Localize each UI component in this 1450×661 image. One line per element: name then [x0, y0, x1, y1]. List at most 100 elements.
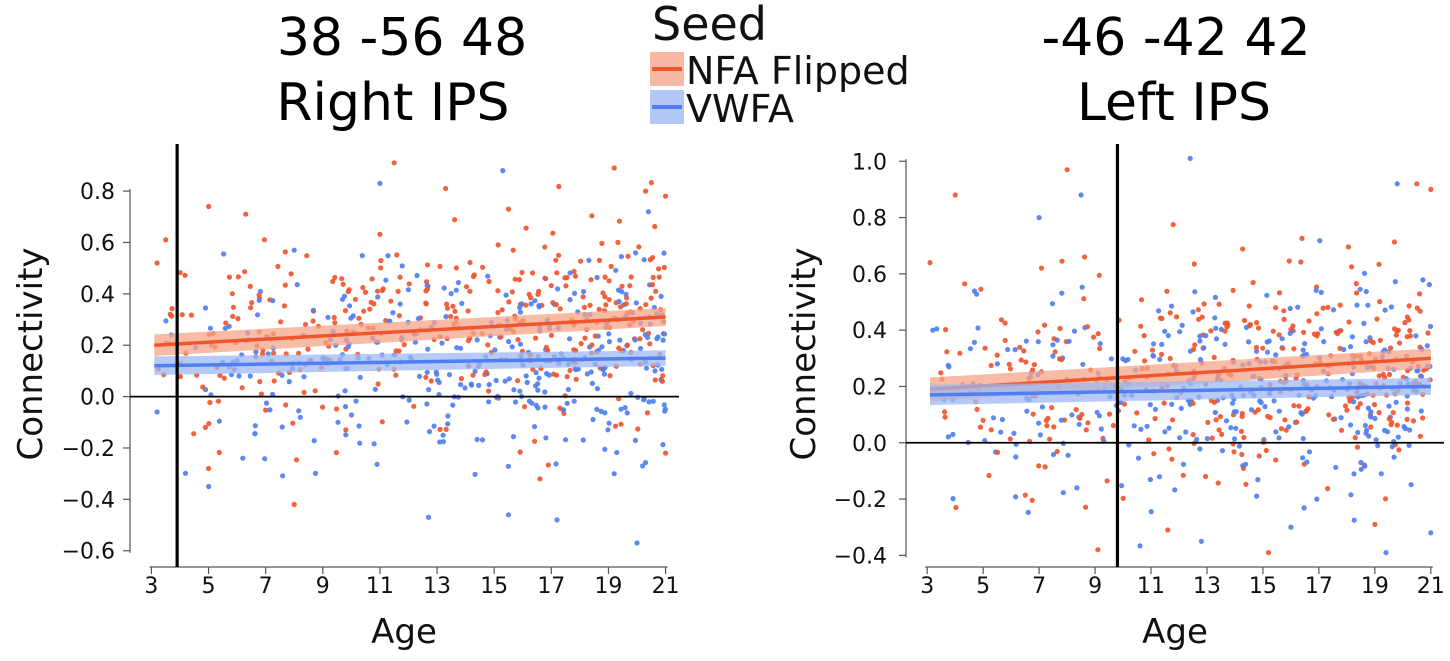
- vwfa-point: [1357, 286, 1363, 292]
- nfa-point: [1031, 362, 1037, 368]
- nfa-point: [581, 304, 588, 310]
- nfa-point: [352, 296, 358, 302]
- nfa-point: [1209, 435, 1215, 441]
- vwfa-point: [613, 267, 619, 273]
- vwfa-point: [999, 416, 1006, 423]
- nfa-point: [660, 373, 666, 379]
- nfa-point: [1036, 463, 1042, 469]
- vwfa-point: [601, 371, 608, 377]
- nfa-point: [1091, 334, 1097, 340]
- nfa-point: [369, 276, 375, 282]
- vwfa-point: [216, 418, 222, 424]
- y-tick-label: −0.6: [62, 540, 115, 565]
- nfa-point: [1110, 422, 1116, 429]
- vwfa-point: [1365, 302, 1371, 308]
- nfa-point: [1417, 433, 1423, 439]
- vwfa-point: [1351, 471, 1357, 477]
- nfa-point: [1052, 349, 1058, 355]
- vwfa-point: [594, 274, 600, 281]
- nfa-point: [345, 289, 351, 295]
- nfa-point: [616, 218, 623, 224]
- vwfa-point: [1069, 412, 1075, 418]
- nfa-point: [1280, 345, 1286, 351]
- nfa-point: [283, 402, 289, 408]
- nfa-point: [1132, 348, 1138, 354]
- nfa-point: [509, 289, 515, 295]
- nfa-point: [330, 278, 336, 285]
- nfa-point: [522, 404, 528, 410]
- vwfa-point: [476, 382, 482, 388]
- vwfa-point: [1097, 341, 1103, 347]
- vwfa-point: [1258, 399, 1264, 406]
- vwfa-point: [589, 380, 596, 386]
- vwfa-point: [1351, 517, 1357, 523]
- vwfa-point: [1404, 406, 1410, 412]
- x-tick-label: 3: [920, 574, 934, 599]
- vwfa-point: [546, 372, 552, 378]
- vwfa-point: [1361, 320, 1367, 326]
- nfa-point: [974, 406, 980, 412]
- nfa-point: [281, 303, 287, 309]
- vwfa-point: [1023, 338, 1029, 344]
- vwfa-point: [1413, 333, 1419, 339]
- nfa-point: [1211, 354, 1217, 360]
- vwfa-point: [448, 291, 454, 297]
- nfa-point: [602, 274, 608, 280]
- nfa-point: [1406, 317, 1412, 323]
- nfa-point: [510, 247, 516, 253]
- nfa-point: [942, 409, 948, 415]
- vwfa-point: [1349, 334, 1355, 340]
- nfa-point: [563, 283, 569, 289]
- nfa-point: [223, 320, 229, 326]
- nfa-point: [982, 345, 988, 351]
- nfa-point: [1192, 342, 1198, 348]
- nfa-point: [480, 264, 486, 270]
- nfa-point: [444, 301, 450, 307]
- vwfa-point: [1306, 449, 1313, 455]
- vwfa-point: [1254, 348, 1260, 354]
- nfa-point: [1191, 346, 1197, 352]
- vwfa-point: [1338, 415, 1344, 421]
- nfa-point: [617, 304, 624, 310]
- vwfa-point: [1159, 341, 1165, 347]
- nfa-point: [1146, 437, 1152, 443]
- vwfa-point: [1135, 455, 1142, 461]
- vwfa-point: [560, 407, 567, 413]
- vwfa-point: [617, 337, 623, 343]
- vwfa-point: [1372, 415, 1378, 422]
- nfa-point: [512, 276, 518, 282]
- vwfa-point: [221, 251, 227, 257]
- vwfa-point: [1169, 401, 1175, 407]
- nfa-point: [1389, 419, 1395, 425]
- nfa-point: [1345, 244, 1351, 250]
- nfa-point: [1325, 486, 1331, 492]
- vwfa-point: [341, 293, 348, 299]
- vwfa-point: [1194, 436, 1200, 442]
- vwfa-point: [611, 471, 617, 477]
- vwfa-point: [1358, 466, 1364, 472]
- vwfa-point: [1138, 426, 1144, 432]
- vwfa-point: [622, 405, 628, 411]
- vwfa-point: [414, 272, 420, 279]
- vwfa-point: [528, 301, 534, 307]
- vwfa-point: [1147, 402, 1153, 408]
- nfa-point: [1219, 431, 1225, 437]
- nfa-point: [453, 265, 459, 271]
- nfa-point: [301, 389, 307, 395]
- nfa-point: [1353, 290, 1360, 296]
- nfa-point: [1273, 457, 1279, 463]
- nfa-point: [393, 348, 399, 354]
- vwfa-point: [182, 470, 189, 476]
- nfa-point: [1355, 405, 1361, 411]
- nfa-point: [371, 301, 377, 307]
- vwfa-point: [533, 369, 539, 376]
- vwfa-point: [240, 455, 246, 461]
- vwfa-point: [1060, 490, 1066, 496]
- vwfa-point: [1222, 341, 1228, 347]
- vwfa-point: [1273, 352, 1279, 358]
- vwfa-point: [509, 344, 515, 350]
- nfa-point: [1083, 427, 1089, 433]
- nfa-point: [169, 313, 175, 319]
- vwfa-point: [356, 423, 362, 429]
- nfa-point: [1190, 400, 1196, 406]
